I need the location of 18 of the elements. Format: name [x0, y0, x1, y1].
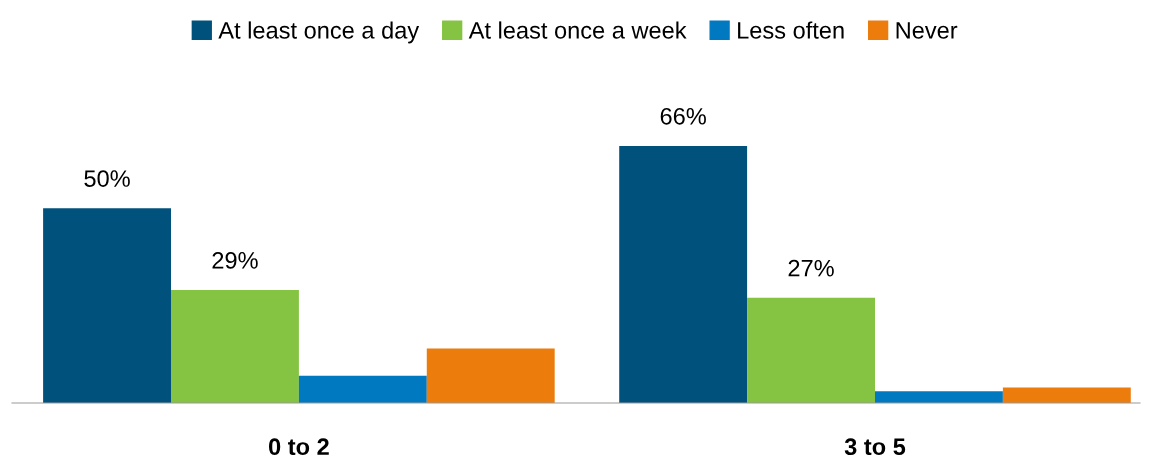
bar	[619, 145, 748, 403]
data-label: 29%	[212, 252, 258, 269]
data-label: 50%	[84, 170, 130, 187]
bar	[747, 297, 875, 403]
legend-label: At least once a day	[218, 21, 420, 44]
bar	[298, 375, 427, 403]
bar	[874, 391, 1003, 403]
bar	[171, 290, 299, 403]
x-tick-label: 3 to 5	[844, 438, 906, 456]
legend-label: Less often	[738, 21, 844, 39]
bar	[426, 348, 555, 403]
legend-label: At least once a week	[468, 21, 687, 39]
legend-label: Never	[896, 22, 958, 39]
x-tick-label: 0 to 2	[269, 438, 329, 456]
bar	[1002, 387, 1131, 403]
data-label: 66%	[660, 107, 706, 125]
data-label: 27%	[788, 259, 834, 277]
bar	[43, 208, 171, 403]
